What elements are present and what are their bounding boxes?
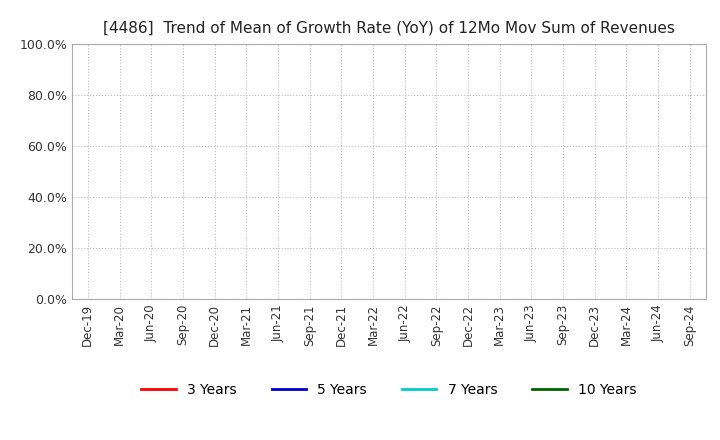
Legend: 3 Years, 5 Years, 7 Years, 10 Years: 3 Years, 5 Years, 7 Years, 10 Years [136,378,642,403]
Title: [4486]  Trend of Mean of Growth Rate (YoY) of 12Mo Mov Sum of Revenues: [4486] Trend of Mean of Growth Rate (YoY… [103,21,675,36]
